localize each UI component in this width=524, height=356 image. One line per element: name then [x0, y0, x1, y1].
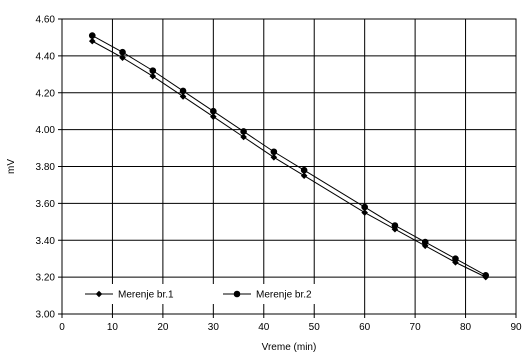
data-point	[361, 209, 368, 216]
data-point	[391, 222, 399, 229]
x-tick-label: 20	[157, 322, 169, 333]
data-point	[270, 148, 278, 156]
data-point	[119, 48, 126, 56]
series-1	[88, 37, 490, 281]
legend-label: Merenje br.1	[118, 290, 174, 301]
x-tick-label: 10	[107, 322, 119, 333]
legend: Merenje br.1 Merenje br.2	[75, 284, 345, 304]
y-axis-title: mV	[6, 159, 17, 174]
data-point	[482, 271, 490, 279]
data-point	[421, 238, 429, 246]
data-point	[179, 87, 187, 95]
series-layer	[88, 32, 490, 281]
x-tick-label: 80	[460, 322, 472, 333]
data-point	[210, 107, 217, 115]
data-point	[149, 72, 157, 80]
data-point	[300, 166, 308, 174]
series-2	[88, 32, 490, 279]
data-point	[240, 133, 247, 141]
x-tick-label: 40	[258, 322, 270, 333]
data-point	[452, 255, 459, 262]
x-tick-label: 90	[510, 322, 522, 333]
y-tick-label: 4.00	[36, 125, 56, 136]
data-point	[270, 153, 278, 161]
x-tick-label: 30	[208, 322, 220, 333]
x-axis-title: Vreme (min)	[262, 342, 317, 353]
y-tick-label: 4.60	[36, 15, 56, 26]
y-tick-label: 3.40	[36, 236, 56, 247]
y-axis-ticks: 3.00 3.20 3.40 3.60 3.80 4.00 4.20 4.40 4.60	[36, 15, 62, 321]
data-point	[300, 172, 308, 180]
y-tick-label: 4.40	[36, 51, 56, 62]
y-tick-label: 3.00	[36, 310, 56, 321]
y-tick-label: 4.20	[36, 88, 56, 99]
x-tick-label: 50	[309, 322, 321, 333]
legend-marker	[233, 290, 241, 298]
data-point	[361, 203, 368, 211]
data-point	[149, 67, 157, 74]
legend-marker	[95, 290, 103, 298]
x-tick-label: 0	[59, 322, 65, 333]
y-tick-label: 3.20	[36, 273, 56, 284]
legend-entry-2: Merenje br.2	[223, 290, 312, 301]
y-tick-label: 3.60	[36, 199, 56, 210]
legend-box	[75, 284, 345, 304]
data-point	[210, 113, 217, 121]
x-tick-label: 70	[410, 322, 422, 333]
legend-entry-1: Merenje br.1	[85, 290, 174, 301]
data-point	[119, 54, 126, 62]
data-point	[240, 128, 247, 135]
data-point	[179, 93, 187, 100]
legend-label: Merenje br.2	[256, 290, 312, 301]
x-axis-ticks: 0 10 20 30 40 50 60 70 80 90	[59, 314, 522, 333]
x-tick-label: 60	[359, 322, 371, 333]
y-tick-label: 3.80	[36, 162, 56, 173]
data-point	[88, 32, 96, 39]
legend-items: Merenje br.1 Merenje br.2	[85, 290, 312, 301]
data-point	[88, 37, 96, 45]
